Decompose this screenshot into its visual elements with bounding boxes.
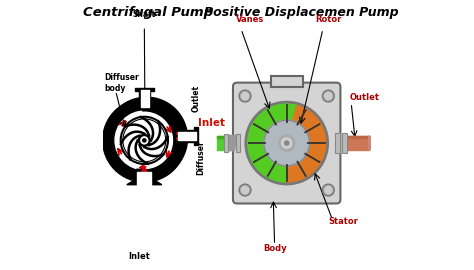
Circle shape — [103, 99, 186, 182]
Text: Rotor: Rotor — [315, 15, 341, 23]
Circle shape — [322, 90, 334, 102]
Circle shape — [242, 93, 248, 100]
Text: Body: Body — [263, 244, 286, 253]
Circle shape — [322, 184, 334, 196]
Text: Inlet: Inlet — [198, 118, 225, 128]
Circle shape — [143, 139, 146, 142]
Polygon shape — [127, 173, 162, 185]
Text: Vanes: Vanes — [236, 15, 264, 23]
Bar — [342, 133, 346, 153]
FancyBboxPatch shape — [233, 83, 340, 204]
Bar — [271, 76, 303, 87]
Circle shape — [245, 102, 328, 185]
Polygon shape — [134, 105, 182, 181]
Circle shape — [279, 135, 295, 151]
Circle shape — [115, 111, 173, 170]
Polygon shape — [106, 97, 188, 179]
Wedge shape — [287, 106, 326, 182]
Circle shape — [141, 137, 148, 144]
Circle shape — [284, 141, 289, 145]
Text: Shaft: Shaft — [133, 11, 156, 19]
Text: Stator: Stator — [328, 217, 358, 226]
Text: Inlet: Inlet — [128, 252, 150, 261]
Circle shape — [282, 138, 292, 148]
Text: Positive Displacemen Pump: Positive Displacemen Pump — [204, 6, 399, 19]
Circle shape — [242, 187, 248, 194]
Text: Diffuser: Diffuser — [197, 140, 206, 175]
Wedge shape — [248, 104, 297, 182]
Text: Outlet: Outlet — [350, 93, 380, 102]
Text: Centrifugal Pump: Centrifugal Pump — [83, 6, 213, 19]
Circle shape — [239, 184, 251, 196]
Bar — [224, 134, 228, 153]
Text: Diffuser
body: Diffuser body — [104, 73, 139, 93]
Circle shape — [325, 93, 332, 100]
Circle shape — [264, 120, 310, 166]
Circle shape — [325, 187, 332, 194]
Circle shape — [138, 134, 150, 146]
Circle shape — [239, 90, 251, 102]
Bar — [236, 134, 240, 153]
Bar — [335, 133, 339, 153]
Polygon shape — [369, 136, 374, 150]
Text: Outlet: Outlet — [191, 85, 201, 112]
